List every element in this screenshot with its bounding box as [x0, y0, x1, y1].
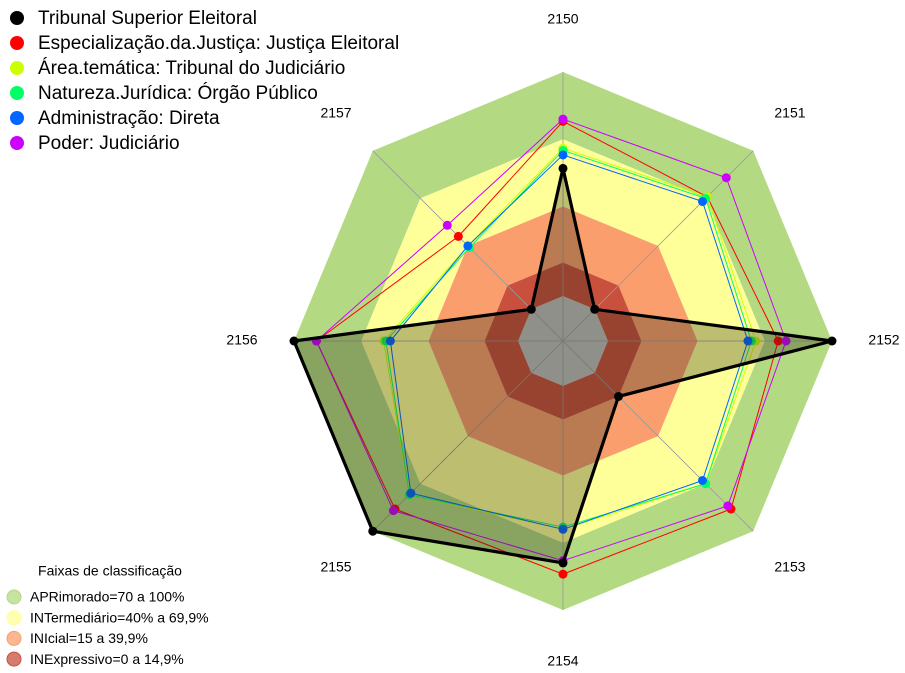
- legend-label: Tribunal Superior Eleitoral: [38, 8, 257, 29]
- legend-marker: [10, 86, 24, 100]
- axis-label: 2153: [774, 559, 805, 575]
- axis-label: 2151: [774, 105, 805, 121]
- series-point: [526, 304, 536, 314]
- series-point: [613, 391, 623, 401]
- legend-label: Área.temática: Tribunal do Judiciário: [38, 58, 345, 79]
- series-point: [558, 150, 568, 160]
- axis-label: 2150: [547, 11, 578, 27]
- legend-label: Administração: Direta: [38, 108, 220, 129]
- series-point: [827, 336, 837, 346]
- series-point: [743, 336, 753, 346]
- series-point: [558, 524, 568, 534]
- legend-label: Poder: Judiciário: [38, 133, 180, 154]
- series-point: [697, 197, 707, 207]
- series-point: [773, 336, 783, 346]
- legend-marker: [10, 11, 24, 25]
- series-point: [558, 558, 568, 568]
- bands-legend-marker: [6, 651, 22, 667]
- bands-legend-marker: [6, 589, 22, 605]
- axis-label: 2157: [320, 105, 351, 121]
- legend-label: Natureza.Jurídica: Órgão Público: [38, 82, 318, 104]
- legend-label: Especialização.da.Justiça: Justiça Eleit…: [38, 33, 399, 54]
- bands-legend-label: INExpressivo=0 a 14,9%: [30, 651, 184, 667]
- legend-marker: [10, 136, 24, 150]
- axis-label: 2156: [226, 332, 257, 348]
- series-point: [453, 231, 463, 241]
- series-point: [289, 336, 299, 346]
- axis-label: 2154: [547, 653, 578, 669]
- legend-marker: [10, 111, 24, 125]
- axis-label: 2152: [868, 332, 899, 348]
- bands-legend-label: INIcial=15 a 39,9%: [30, 630, 148, 646]
- series-point: [558, 569, 568, 579]
- legend-marker: [10, 61, 24, 75]
- series-point: [558, 114, 568, 124]
- series-point: [781, 336, 791, 346]
- series-point: [388, 506, 398, 516]
- series-point: [368, 526, 378, 536]
- series-point: [442, 220, 452, 230]
- axis-label: 2155: [320, 559, 351, 575]
- series-point: [558, 163, 568, 173]
- legend-marker: [10, 36, 24, 50]
- series-point: [721, 173, 731, 183]
- series-point: [385, 336, 395, 346]
- bands-legend-title: Faixas de classificação: [38, 563, 182, 579]
- axis-line: [372, 340, 564, 532]
- series-point: [590, 304, 600, 314]
- series-point: [697, 475, 707, 485]
- bands-legend-label: INTermediário=40% a 69,9%: [30, 609, 209, 625]
- bands-legend-marker: [6, 630, 22, 646]
- series-point: [463, 241, 473, 251]
- axis-line: [562, 340, 754, 532]
- series-point: [406, 488, 416, 498]
- bands-legend-label: APRimorado=70 a 100%: [30, 589, 185, 605]
- bands-legend-marker: [6, 610, 22, 626]
- series-point: [723, 501, 733, 511]
